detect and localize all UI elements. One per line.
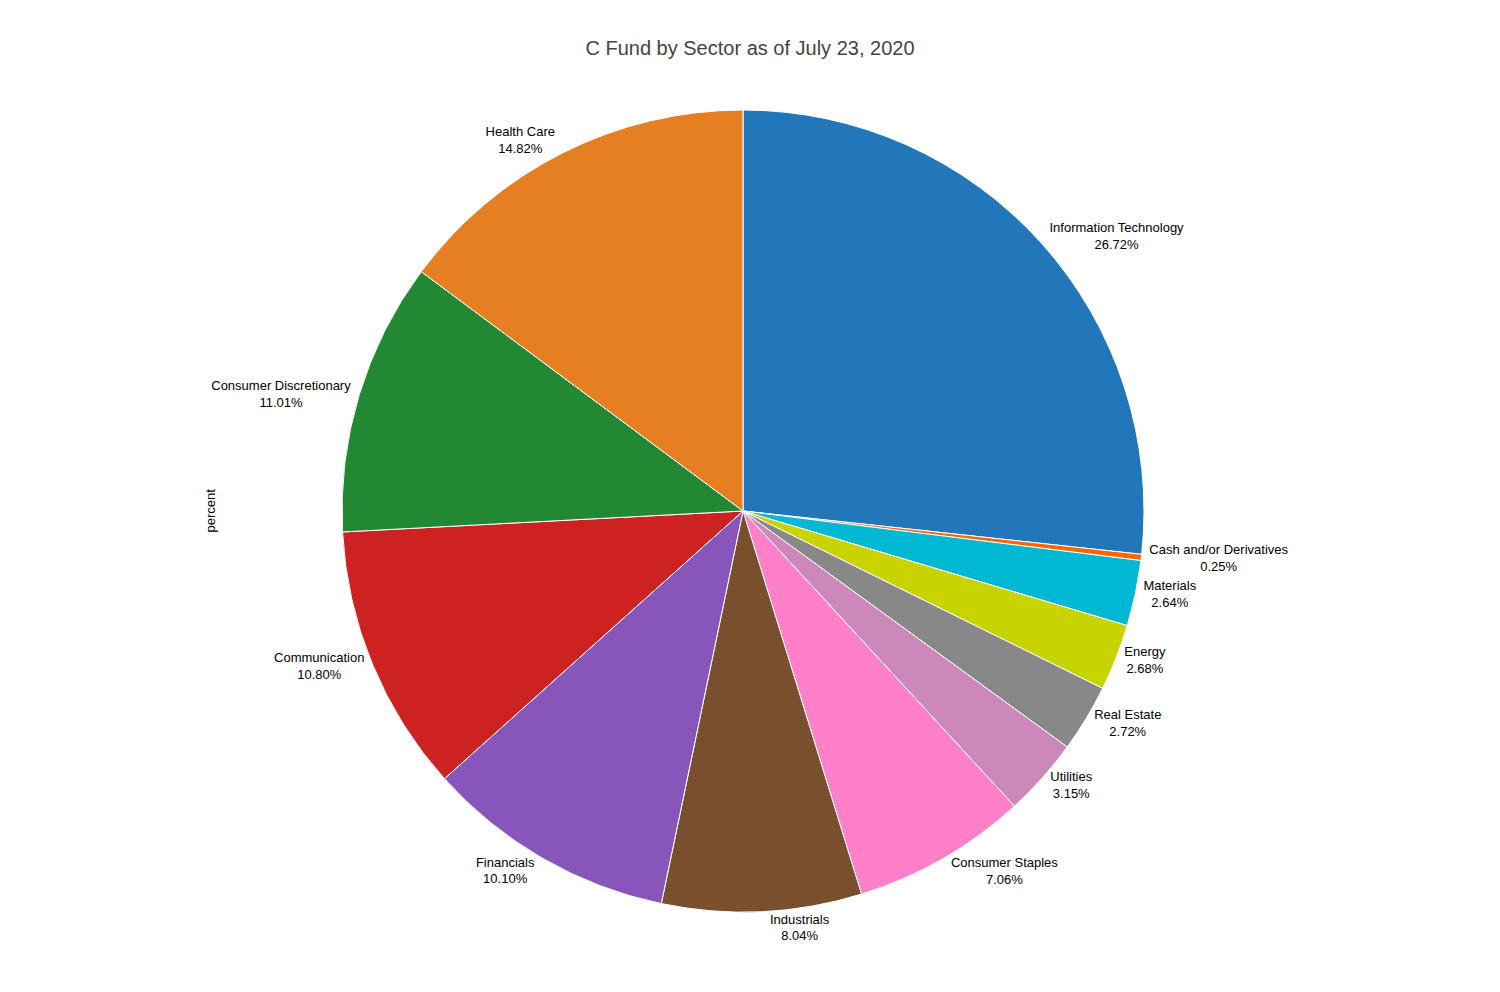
svg-text:C Fund by Sector as of July 23: C Fund by Sector as of July 23, 2020 (585, 37, 914, 59)
svg-text:Materials2.64%: Materials2.64% (1143, 578, 1196, 610)
svg-text:Communication10.80%: Communication10.80% (274, 650, 364, 682)
svg-text:Consumer Staples7.06%: Consumer Staples7.06% (951, 855, 1058, 887)
svg-text:Consumer Discretionary11.01%: Consumer Discretionary11.01% (211, 378, 351, 410)
svg-text:Health Care14.82%: Health Care14.82% (486, 124, 555, 156)
svg-text:Information Technology26.72%: Information Technology26.72% (1049, 220, 1184, 252)
svg-text:Cash and/or Derivatives0.25%: Cash and/or Derivatives0.25% (1149, 542, 1288, 574)
svg-text:Utilities3.15%: Utilities3.15% (1050, 769, 1092, 801)
svg-text:Real Estate2.72%: Real Estate2.72% (1094, 707, 1161, 739)
svg-text:Energy2.68%: Energy2.68% (1124, 644, 1166, 676)
svg-text:Industrials8.04%: Industrials8.04% (770, 912, 830, 944)
svg-text:percent: percent (203, 489, 218, 533)
svg-text:Financials10.10%: Financials10.10% (476, 855, 535, 887)
